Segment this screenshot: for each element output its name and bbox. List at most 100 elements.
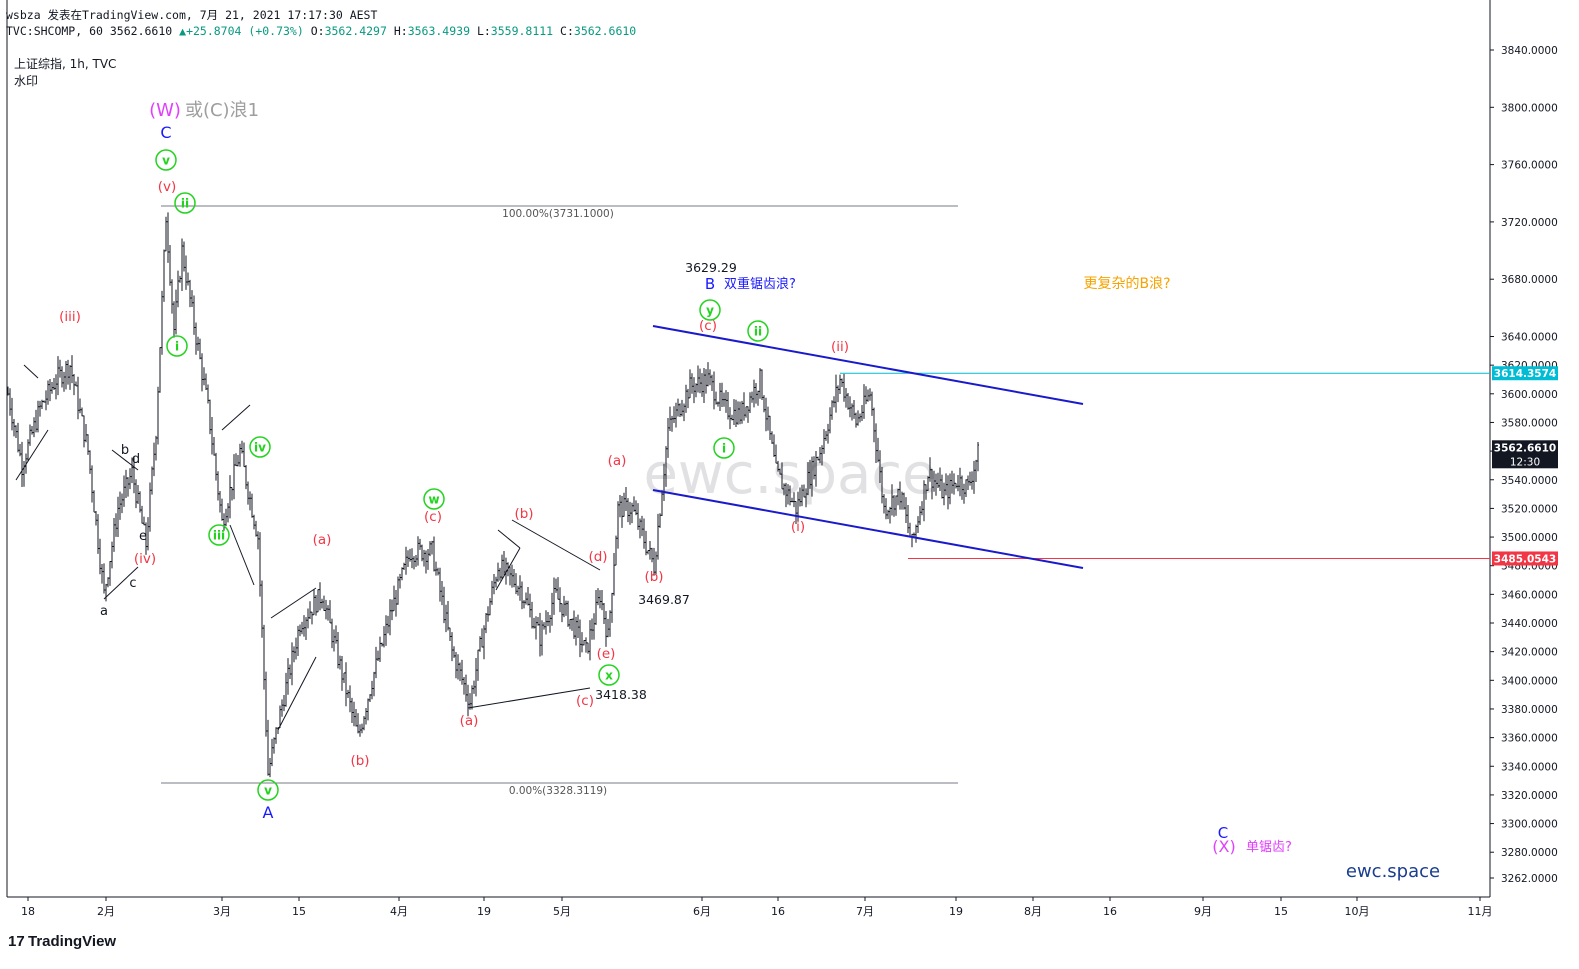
candle: [195, 322, 197, 355]
candle: [197, 336, 199, 351]
candle: [965, 479, 967, 498]
candle: [811, 456, 813, 497]
pattern-line[interactable]: [277, 656, 317, 731]
candle: [653, 547, 655, 576]
time-axis[interactable]: 18 2月 3月 15 4月 19 5月 6月 16 7月 19 8月 16 9月 15 10月 11月: [21, 897, 1493, 918]
price-marker[interactable]: 3562.6610 12:30: [1492, 440, 1558, 469]
candle: [493, 574, 495, 595]
candle: [95, 511, 97, 526]
pattern-line[interactable]: [221, 404, 251, 431]
price-marker[interactable]: 3485.0543: [1492, 551, 1558, 566]
time-tick-label: 19: [949, 905, 963, 918]
candle: [345, 662, 347, 707]
candle: [249, 491, 251, 511]
pattern-line[interactable]: [103, 566, 139, 600]
candle: [491, 580, 493, 605]
candle: [511, 564, 513, 588]
candle: [301, 621, 303, 635]
candle: [375, 646, 377, 679]
candle: [683, 403, 685, 422]
candle: [769, 415, 771, 440]
wave-label-text: iii: [213, 529, 225, 543]
candle: [357, 713, 359, 734]
candle: [295, 637, 297, 660]
time-tick-label: 15: [1274, 905, 1288, 918]
wave-label-red: (e): [597, 646, 616, 662]
candle: [461, 659, 463, 685]
price-marker[interactable]: 3614.3574: [1492, 366, 1558, 381]
candle: [289, 664, 291, 680]
candle: [855, 412, 857, 428]
pattern-line[interactable]: [15, 429, 49, 481]
channel-lower[interactable]: [652, 489, 1084, 569]
plot-area[interactable]: [7, 0, 1490, 897]
pattern-line[interactable]: [23, 364, 39, 379]
candle: [293, 646, 295, 663]
candle: [721, 382, 723, 407]
pattern-line[interactable]: [495, 547, 521, 591]
candle: [185, 255, 187, 290]
candle: [553, 577, 555, 615]
candle: [305, 617, 307, 640]
tradingview-logo[interactable]: 17 TradingView: [8, 933, 116, 950]
pattern-line[interactable]: [511, 519, 601, 571]
candle: [581, 632, 583, 653]
candle: [411, 548, 413, 569]
candle: [763, 395, 765, 413]
candle: [977, 442, 979, 472]
price-marker-label: 3485.0543: [1494, 553, 1556, 565]
pattern-line[interactable]: [497, 529, 521, 549]
candle: [105, 583, 107, 602]
candle: [649, 541, 651, 560]
candle: [647, 549, 649, 555]
candle: [247, 481, 249, 505]
candle: [517, 585, 519, 596]
pattern-line[interactable]: [270, 587, 317, 619]
watermark-legend[interactable]: 水印: [14, 74, 39, 88]
candle: [425, 550, 427, 574]
price-tick-label: 3760.0000: [1501, 160, 1558, 172]
candle: [213, 436, 215, 456]
candle: [815, 450, 817, 487]
candle: [651, 547, 653, 563]
candle: [867, 389, 869, 402]
pattern-line[interactable]: [111, 449, 139, 471]
candle: [443, 586, 445, 624]
candle: [567, 600, 569, 627]
price-marker-box: [1492, 366, 1558, 381]
price-marker-label: 3614.3574: [1494, 368, 1556, 380]
candle: [711, 374, 713, 391]
candle: [359, 724, 361, 737]
wave-label-red: (iii): [59, 309, 81, 325]
candle: [697, 365, 699, 393]
candle: [7, 386, 9, 396]
wave-label-green: v: [257, 779, 279, 801]
pattern-line[interactable]: [467, 687, 591, 709]
wave-circle: [155, 149, 177, 171]
candle: [45, 390, 47, 411]
candle: [435, 561, 437, 576]
candle: [259, 532, 261, 597]
price-tick-label: 3500.0000: [1501, 532, 1558, 544]
series-legend[interactable]: 上证综指, 1h, TVC: [14, 57, 117, 71]
candle: [129, 468, 131, 490]
candle: [637, 503, 639, 530]
candle: [309, 601, 311, 620]
candle: [43, 400, 45, 403]
candle: [271, 738, 273, 767]
candle: [151, 466, 153, 495]
channel-upper[interactable]: [652, 325, 1084, 405]
candle: [119, 491, 121, 520]
candle: [885, 498, 887, 520]
candle: [297, 625, 299, 656]
candle: [895, 495, 897, 516]
candle: [515, 573, 517, 595]
candle: [131, 457, 133, 484]
wave-label-black: e: [139, 529, 147, 544]
candle: [355, 709, 357, 727]
pattern-line[interactable]: [229, 524, 255, 586]
candle: [89, 450, 91, 474]
price-tick-label: 3600.0000: [1501, 389, 1558, 401]
price-tick-label: 3300.0000: [1501, 819, 1558, 831]
